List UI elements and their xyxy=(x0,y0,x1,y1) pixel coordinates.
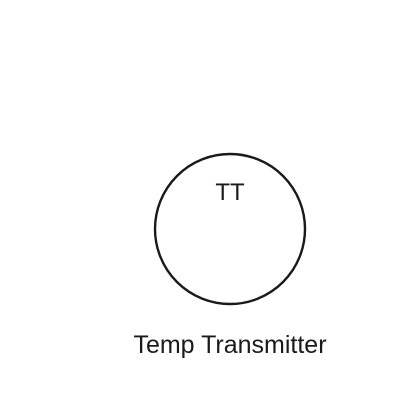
instrument-tag: TT xyxy=(215,179,245,206)
instrument-bubble: TT xyxy=(153,152,307,306)
instrument-circle xyxy=(153,152,307,306)
instrument-bubble-svg: TT xyxy=(153,152,307,306)
instrument-label: Temp Transmitter xyxy=(133,331,327,359)
